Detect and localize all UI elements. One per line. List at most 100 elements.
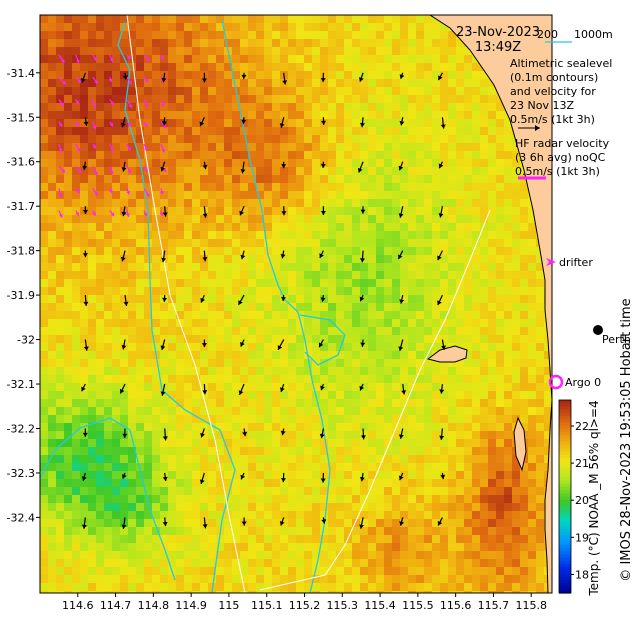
sst-cell bbox=[416, 279, 424, 287]
sst-cell bbox=[448, 487, 456, 495]
sst-cell bbox=[200, 503, 208, 511]
sst-cell bbox=[496, 279, 504, 287]
sst-cell bbox=[96, 535, 104, 543]
hf-radar-velocity-arrow bbox=[108, 77, 113, 83]
sst-cell bbox=[64, 471, 72, 479]
altimetry-velocity-arrow bbox=[120, 250, 126, 262]
sst-cell bbox=[272, 199, 280, 207]
sst-cell bbox=[272, 159, 280, 167]
sst-cell bbox=[72, 47, 80, 55]
sst-cell bbox=[136, 207, 144, 215]
sst-cell bbox=[96, 199, 104, 207]
sst-cell bbox=[192, 231, 200, 239]
sst-cell bbox=[104, 231, 112, 239]
sst-cell bbox=[208, 359, 216, 367]
sst-cell bbox=[72, 487, 80, 495]
altimetry-velocity-arrow bbox=[437, 250, 443, 261]
sst-cell bbox=[312, 239, 320, 247]
sst-cell bbox=[440, 519, 448, 527]
sst-cell bbox=[112, 591, 120, 593]
sst-cell bbox=[168, 415, 176, 423]
sst-cell bbox=[328, 303, 336, 311]
hf-legend-line: 0.5m/s (1kt 3h) bbox=[515, 165, 600, 178]
sst-cell bbox=[112, 375, 120, 383]
sst-cell bbox=[328, 375, 336, 383]
sst-cell bbox=[432, 383, 440, 391]
sst-cell bbox=[536, 279, 544, 287]
sst-cell bbox=[456, 263, 464, 271]
sst-cell bbox=[496, 103, 504, 111]
sst-cell bbox=[424, 191, 432, 199]
sst-cell bbox=[72, 463, 80, 471]
sst-cell bbox=[88, 399, 96, 407]
sst-cell bbox=[40, 71, 48, 79]
sst-cell bbox=[392, 31, 400, 39]
sst-cell bbox=[288, 423, 296, 431]
hf-radar-velocity-arrow bbox=[109, 165, 114, 175]
sst-cell bbox=[408, 391, 416, 399]
sst-cell bbox=[256, 367, 264, 375]
sst-cell bbox=[176, 127, 184, 135]
sst-cell bbox=[336, 23, 344, 31]
sst-cell bbox=[344, 431, 352, 439]
sst-cell bbox=[232, 391, 240, 399]
sst-cell bbox=[520, 407, 528, 415]
sst-cell bbox=[200, 391, 208, 399]
sst-cell bbox=[112, 359, 120, 367]
sst-cell bbox=[56, 31, 64, 39]
sst-cell bbox=[64, 23, 72, 31]
sst-cell bbox=[176, 407, 184, 415]
sst-cell bbox=[448, 471, 456, 479]
sst-cell bbox=[496, 287, 504, 295]
sst-cell bbox=[264, 391, 272, 399]
sst-cell bbox=[152, 367, 160, 375]
sst-cell bbox=[240, 263, 248, 271]
sst-cell bbox=[472, 279, 480, 287]
sst-cell bbox=[304, 47, 312, 55]
sst-cell bbox=[208, 159, 216, 167]
sst-cell bbox=[448, 199, 456, 207]
sst-cell bbox=[272, 567, 280, 575]
sst-cell bbox=[56, 455, 64, 463]
hf-radar-velocity-arrow bbox=[92, 76, 99, 84]
sst-cell bbox=[184, 479, 192, 487]
sst-cell bbox=[192, 159, 200, 167]
sst-cell bbox=[352, 135, 360, 143]
sst-cell bbox=[544, 431, 552, 439]
sst-cell bbox=[336, 519, 344, 527]
sst-cell bbox=[432, 495, 440, 503]
sst-cell bbox=[216, 95, 224, 103]
sst-cell bbox=[368, 119, 376, 127]
sst-cell bbox=[224, 583, 232, 591]
sst-cell bbox=[472, 183, 480, 191]
sst-cell bbox=[400, 335, 408, 343]
sst-cell bbox=[136, 263, 144, 271]
sst-cell bbox=[496, 319, 504, 327]
sst-cell bbox=[376, 319, 384, 327]
sst-cell bbox=[56, 415, 64, 423]
sst-cell bbox=[240, 223, 248, 231]
sst-cell bbox=[224, 559, 232, 567]
sst-cell bbox=[360, 15, 368, 23]
sst-cell bbox=[320, 39, 328, 47]
hf-radar-velocity-arrow bbox=[109, 99, 115, 106]
sst-cell bbox=[424, 463, 432, 471]
sst-cell bbox=[288, 399, 296, 407]
sst-cell bbox=[344, 63, 352, 71]
sst-cell bbox=[504, 319, 512, 327]
sst-cell bbox=[336, 311, 344, 319]
sst-cell bbox=[496, 535, 504, 543]
sst-cell bbox=[352, 311, 360, 319]
sst-cell bbox=[136, 143, 144, 151]
sst-cell bbox=[472, 407, 480, 415]
sst-cell bbox=[456, 111, 464, 119]
x-tick-label: 115.3 bbox=[327, 599, 359, 612]
sst-cell bbox=[312, 199, 320, 207]
sst-cell bbox=[256, 223, 264, 231]
sst-cell bbox=[392, 55, 400, 63]
sst-cell bbox=[176, 575, 184, 583]
sst-cell bbox=[104, 199, 112, 207]
altimetry-velocity-arrow bbox=[81, 517, 87, 529]
hf-radar-velocity-arrow bbox=[58, 188, 63, 198]
sst-cell bbox=[352, 71, 360, 79]
